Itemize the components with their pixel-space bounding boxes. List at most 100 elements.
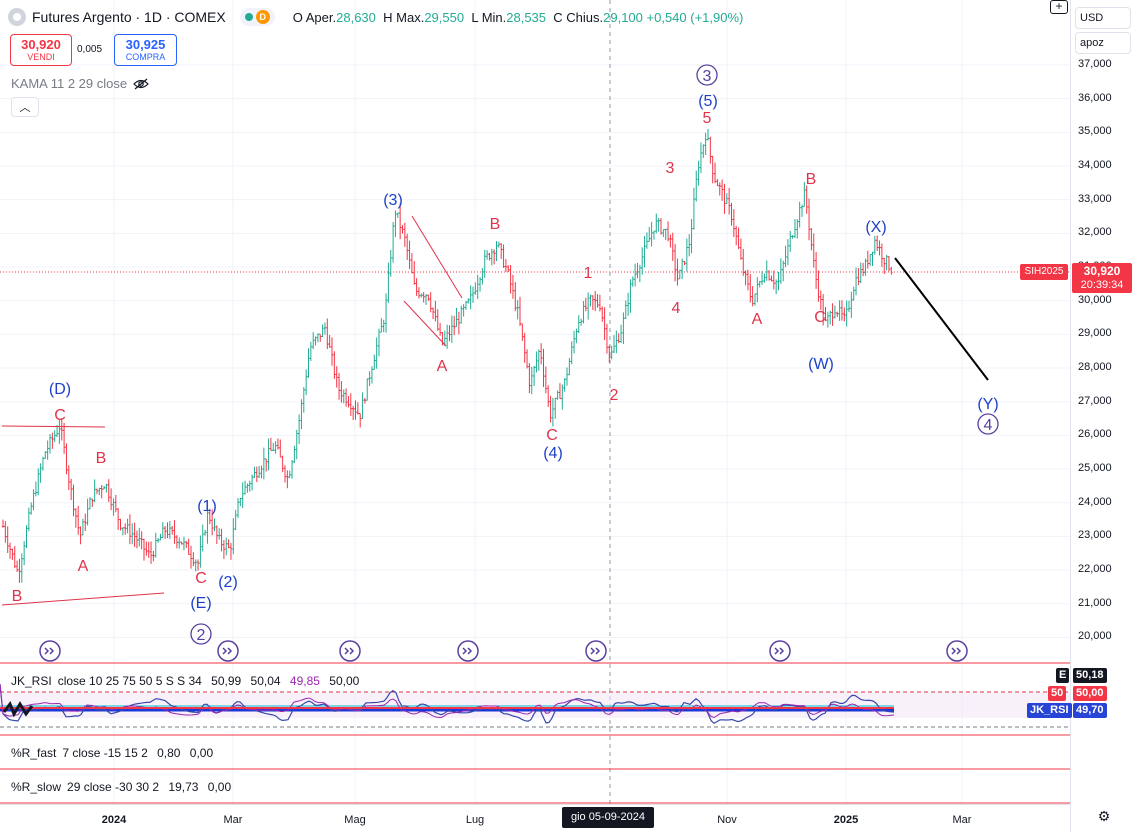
price-tick: 23,000	[1078, 529, 1112, 542]
price-bar	[549, 395, 552, 423]
price-bar	[572, 330, 576, 354]
price-bar	[530, 366, 533, 395]
unit-select[interactable]: apoz	[1075, 32, 1131, 54]
price-bar	[749, 274, 752, 303]
price-bar	[727, 187, 731, 215]
sell-button[interactable]: 30,920 VENDI	[10, 34, 72, 66]
price-tick: 20,000	[1078, 630, 1112, 643]
rfast-legend[interactable]: %R_fast 7 close -15 15 2 0,80 0,00	[11, 746, 213, 760]
price-bar	[805, 185, 808, 214]
chart-settings-gear-icon[interactable]: ⚙	[1097, 808, 1111, 824]
wave-circle	[190, 623, 212, 645]
symbol-title[interactable]: Futures Argento · 1D · COMEX	[32, 9, 226, 25]
price-bar	[185, 540, 188, 549]
time-tick: Mar	[223, 814, 243, 826]
price-bar	[342, 389, 345, 404]
time-tick: Nov	[717, 814, 737, 826]
price-bar	[102, 485, 106, 490]
price-bar	[434, 300, 437, 322]
price-bar	[180, 541, 183, 545]
rfast-params: 7 close -15 15 2	[62, 746, 148, 760]
price-bar	[105, 483, 108, 493]
price-bar	[359, 412, 362, 428]
price-bar	[415, 278, 418, 296]
price-bar	[523, 332, 526, 363]
price-bar	[641, 247, 644, 275]
price-bar	[803, 182, 806, 208]
currency-select[interactable]: USD	[1075, 7, 1131, 29]
wave-label: (1)	[197, 498, 217, 515]
price-bar	[60, 418, 63, 441]
price-bar	[276, 438, 280, 450]
symbol-logo-icon	[8, 8, 26, 26]
price-bar	[779, 258, 783, 284]
wave-label: A	[752, 311, 763, 328]
price-bar	[789, 230, 792, 252]
price-bar	[650, 221, 653, 247]
price-bar	[490, 248, 493, 266]
price-bar	[34, 481, 38, 497]
price-bar	[615, 330, 618, 354]
buy-price: 30,925	[125, 37, 166, 52]
price-bar	[631, 276, 634, 287]
price-bar	[702, 144, 705, 158]
time-tick: Mag	[344, 814, 366, 826]
price-bar	[591, 295, 595, 311]
price-bar	[610, 345, 613, 360]
price-bar	[478, 277, 482, 292]
collapse-legend-button[interactable]: ︿	[11, 97, 39, 117]
price-bar	[502, 244, 505, 268]
wave-label: A	[78, 558, 89, 575]
price-bar	[845, 300, 848, 327]
kama-indicator-legend[interactable]: KAMA 11 2 29 close	[11, 76, 149, 91]
price-bar	[817, 270, 820, 302]
time-axis[interactable]: 2024 Mar Mag Lug Nov 2025 Mar	[0, 804, 1070, 832]
delayed-data-icon: D	[255, 10, 270, 24]
event-marker-icon	[946, 640, 968, 662]
price-bar	[723, 183, 726, 214]
event-marker-icon	[457, 640, 479, 662]
price-bar	[410, 253, 414, 274]
price-bar	[159, 533, 162, 541]
price-bar	[107, 479, 110, 503]
price-bar	[436, 309, 439, 331]
price-bar	[563, 378, 566, 392]
rsi-line	[0, 683, 895, 725]
price-bar	[236, 498, 240, 519]
add-symbol-button[interactable]: +	[1050, 0, 1068, 14]
price-bar	[229, 542, 233, 560]
ohlc-low-lbl: Min.	[481, 9, 507, 25]
price-bar	[431, 307, 435, 320]
buy-button[interactable]: 30,925 COMPRA	[114, 34, 177, 66]
rsi-legend[interactable]: JK_RSI close 10 25 75 50 5 S S 34 50,99 5…	[11, 674, 359, 688]
price-bar	[633, 263, 637, 287]
price-bar	[27, 507, 31, 532]
last-price-tag: 30,920 20:39:34	[1072, 263, 1132, 293]
price-bar	[283, 465, 287, 483]
price-bar	[119, 518, 122, 531]
price-bar	[30, 502, 33, 515]
price-bar	[579, 318, 583, 326]
market-status[interactable]: D	[239, 8, 275, 26]
price-bar	[206, 506, 209, 544]
eye-hidden-icon[interactable]	[133, 78, 149, 90]
ohlc-open-key: O	[292, 9, 303, 25]
price-bar	[81, 518, 85, 536]
price-bar	[156, 537, 160, 543]
bar-countdown: 20:39:34	[1080, 279, 1124, 291]
price-bar	[812, 233, 815, 268]
rslow-legend[interactable]: %R_slow 29 close -30 30 2 19,73 0,00	[11, 780, 231, 794]
price-bar	[22, 541, 26, 566]
price-bar	[269, 437, 273, 451]
price-bar	[716, 178, 719, 187]
event-marker-icon	[217, 640, 239, 662]
price-bar	[192, 552, 195, 567]
price-bar	[753, 293, 757, 306]
wave-label: (D)	[49, 381, 71, 398]
price-bar	[673, 243, 677, 282]
price-bar	[873, 235, 877, 255]
price-tick: 37,000	[1078, 58, 1112, 70]
price-bar	[821, 294, 825, 326]
